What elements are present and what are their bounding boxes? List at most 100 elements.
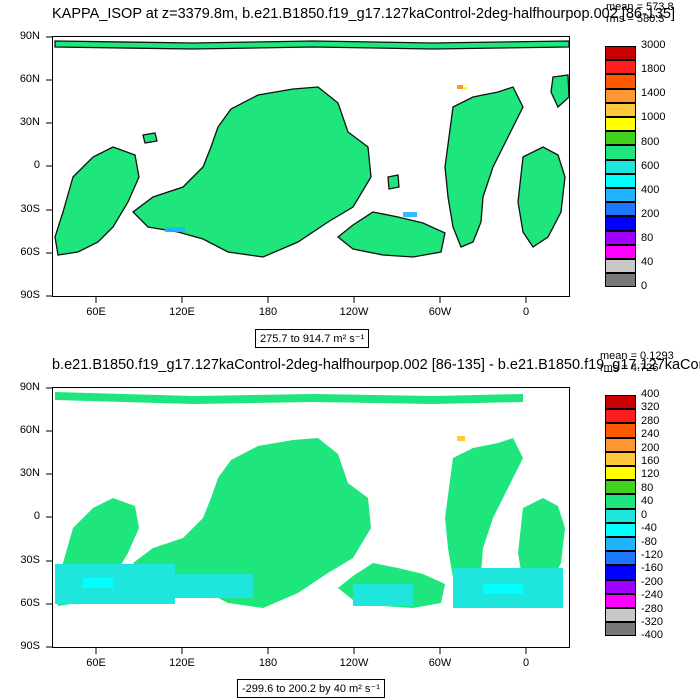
colorbar-level-label: -40 <box>641 522 657 535</box>
colorbar-swatch <box>605 273 636 288</box>
panel1-mean: mean = 573.8 <box>606 1 674 13</box>
panel1-xtick-60e: 60E <box>86 306 106 318</box>
panel2-xtick-60e: 60E <box>86 657 106 669</box>
panel1-range-box: 275.7 to 914.7 m² s⁻¹ <box>255 329 370 348</box>
panel1-range-text: 275.7 to 914.7 <box>260 333 331 345</box>
colorbar-swatch <box>605 202 636 217</box>
panel2-xtick-120w: 120W <box>339 657 369 669</box>
colorbar-swatch <box>605 579 636 594</box>
colorbar-level-label: 3000 <box>641 39 666 51</box>
panel1-rms: rms = 580.3 <box>606 13 665 25</box>
panel2-colorbar: 400 320 280 240 200 160 120 80 40 0 -40 -80 -120 -160… <box>605 388 685 641</box>
colorbar-level-label: 80 <box>641 232 654 245</box>
panel1-land-field <box>54 40 569 258</box>
colorbar-level-label: -280 <box>641 602 664 615</box>
colorbar-level-label: 80 <box>641 481 654 494</box>
panel2-xtick-60w: 60W <box>428 657 452 669</box>
panel2-map <box>52 387 570 648</box>
panel1-ytick-30n: 30N <box>19 116 40 128</box>
colorbar-level-label: 0 <box>641 508 648 521</box>
colorbar-swatch <box>605 145 636 160</box>
colorbar-swatch <box>605 395 636 410</box>
colorbar-level-label: 800 <box>641 135 660 148</box>
colorbar-level-label: 1800 <box>641 63 666 76</box>
colorbar-swatch <box>605 159 636 174</box>
colorbar-level-label: 400 <box>641 183 660 196</box>
panel2-xtick-120e: 120E <box>169 657 195 669</box>
colorbar-swatch <box>605 565 636 580</box>
colorbar-swatch <box>605 466 636 481</box>
panel2-xtick-180: 180 <box>258 657 278 669</box>
colorbar-swatch <box>605 88 636 103</box>
colorbar-level-label: 200 <box>641 207 660 220</box>
colorbar-level-label: 160 <box>641 455 660 468</box>
colorbar-swatch <box>605 230 636 245</box>
colorbar-level-label: 1000 <box>641 111 666 124</box>
colorbar-level-label: 240 <box>641 428 660 441</box>
panel2-range-text: -299.6 to 200.2 by 40 <box>242 683 346 695</box>
colorbar-level-label: -120 <box>641 548 664 561</box>
colorbar-swatch <box>605 622 636 637</box>
colorbar-swatch <box>605 60 636 75</box>
panel2-ytick-30s: 30S <box>20 554 40 566</box>
colorbar-level-label: 600 <box>641 159 660 172</box>
panel1-xtick-120e: 120E <box>169 306 195 318</box>
panel1-ytick-30s: 30S <box>20 203 40 215</box>
colorbar-swatch <box>605 480 636 495</box>
panel1-xtick-180: 180 <box>258 306 278 318</box>
panel2-land-field <box>55 392 565 608</box>
colorbar-swatch <box>605 451 636 466</box>
panel1-xtick-60w: 60W <box>428 306 452 318</box>
colorbar-swatch <box>605 593 636 608</box>
colorbar-swatch <box>605 508 636 523</box>
colorbar-level-label: 320 <box>641 401 660 414</box>
panel1-ytick-60n: 60N <box>19 73 40 85</box>
colorbar-swatch <box>605 437 636 452</box>
colorbar-level-label: -200 <box>641 575 664 588</box>
colorbar-swatch <box>605 537 636 552</box>
colorbar-swatch <box>605 117 636 132</box>
panel2-xtick-0: 0 <box>522 657 530 669</box>
colorbar-swatch <box>605 74 636 89</box>
colorbar-swatch <box>605 259 636 274</box>
colorbar-level-label: 280 <box>641 414 660 427</box>
panel2-ytick-30n: 30N <box>19 467 40 479</box>
colorbar-swatch <box>605 216 636 231</box>
panel2-rms: rms = 4.726 <box>600 362 659 374</box>
colorbar-swatch <box>605 494 636 509</box>
panel1-colorbar: 3000 1800 1400 1000 800 600 400 200 80 40 0 <box>605 39 685 292</box>
colorbar-level-label: -320 <box>641 615 664 628</box>
colorbar-swatch <box>605 102 636 117</box>
colorbar-level-label: 400 <box>641 388 660 400</box>
panel2-ytick-0: 0 <box>33 510 40 522</box>
colorbar-swatch <box>605 409 636 424</box>
colorbar-swatch <box>605 244 636 259</box>
panel1-ytick-0: 0 <box>33 159 40 171</box>
colorbar-swatch <box>605 608 636 623</box>
panel1-xtick-120w: 120W <box>339 306 369 318</box>
colorbar-level-label: -80 <box>641 535 657 548</box>
panel2-range-box: -299.6 to 200.2 by 40 m² s⁻¹ <box>237 679 385 698</box>
colorbar-level-label: -400 <box>641 629 664 642</box>
panel1-xtick-0: 0 <box>522 306 530 318</box>
colorbar-level-label: -160 <box>641 562 664 575</box>
colorbar-level-label: 40 <box>641 256 654 269</box>
colorbar-swatch <box>605 173 636 188</box>
panel2-title: b.e21.B1850.f19_g17.127kaControl-2deg-ha… <box>52 357 700 373</box>
colorbar-swatch <box>605 46 636 61</box>
colorbar-level-label: 40 <box>641 495 654 508</box>
colorbar-level-label: 0 <box>641 280 648 293</box>
panel2-ytick-90n: 90N <box>19 381 40 393</box>
colorbar-swatch <box>605 551 636 566</box>
panel1-range-units: m² s⁻¹ <box>333 333 365 345</box>
panel2-ytick-90s: 90S <box>20 640 40 652</box>
panel1-ytick-90n: 90N <box>19 30 40 42</box>
panel1-ytick-90s: 90S <box>20 289 40 301</box>
panel1-title: KAPPA_ISOP at z=3379.8m, b.e21.B1850.f19… <box>52 6 676 22</box>
colorbar-swatch <box>605 188 636 203</box>
panel2-range-units: m² s⁻¹ <box>349 683 380 695</box>
colorbar-level-label: 1400 <box>641 87 666 100</box>
colorbar-level-label: 120 <box>641 468 660 481</box>
